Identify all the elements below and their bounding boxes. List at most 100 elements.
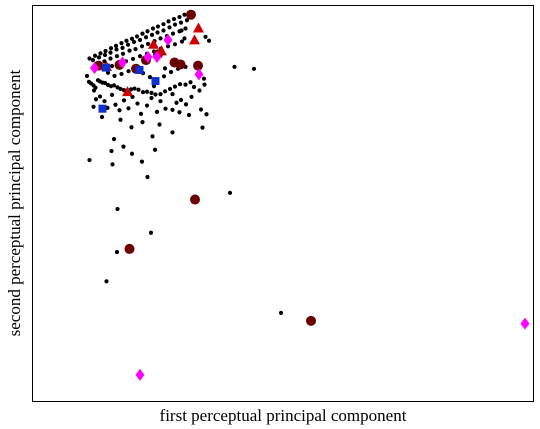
data-point-dot [97, 94, 103, 99]
data-point-dot [182, 12, 187, 17]
data-point-dot [178, 97, 184, 103]
data-point-dot [144, 103, 150, 108]
data-point-dot [96, 55, 102, 60]
data-point-dot [112, 73, 117, 79]
data-point-dot [189, 94, 194, 99]
data-point-dot [111, 137, 117, 142]
data-point-dot [114, 47, 119, 52]
data-point-dot [126, 106, 131, 111]
data-point-circle [124, 243, 135, 254]
data-point-dot [118, 86, 123, 92]
data-point-dot [91, 104, 96, 109]
data-point-dot [103, 48, 108, 54]
data-point-dot [139, 159, 145, 164]
data-point-dot [110, 162, 115, 167]
data-point-dot [172, 84, 178, 89]
data-point-dot [144, 89, 150, 94]
data-point-dot [183, 102, 189, 107]
data-point-dot [184, 18, 190, 23]
data-point-circle [186, 9, 196, 20]
data-point-diamond [143, 50, 153, 63]
data-point-dot [119, 41, 124, 46]
data-point-dot [102, 59, 107, 64]
data-point-dot [161, 28, 166, 33]
data-point-dot [161, 22, 166, 27]
data-point-dot [135, 101, 140, 106]
data-point-dot [157, 122, 162, 127]
data-point-dot [278, 310, 284, 316]
data-point-dot [152, 147, 158, 152]
data-point-dot [150, 26, 156, 31]
data-point-dot [172, 42, 178, 47]
data-point-dot [232, 64, 237, 69]
data-point-dot [143, 35, 149, 40]
data-point-dot [170, 107, 175, 112]
data-point-diamond [152, 50, 162, 63]
data-point-dot [140, 90, 146, 95]
data-point-circle [190, 194, 200, 205]
data-point-dot [118, 117, 123, 122]
data-marks [84, 9, 530, 381]
data-point-dot [151, 84, 157, 89]
data-point-dot [167, 25, 172, 30]
data-point-dot [113, 43, 119, 48]
data-point-dot [188, 80, 193, 85]
data-point-dot [102, 99, 107, 104]
data-point-dot [109, 148, 114, 154]
data-point-dot [114, 54, 120, 59]
data-point-dot [132, 86, 137, 91]
data-point-dot [114, 249, 120, 255]
data-point-dot [119, 71, 124, 77]
data-point-dot [126, 69, 131, 74]
data-point-dot [105, 70, 111, 75]
data-point-dot [149, 95, 154, 101]
data-point-dot [84, 73, 90, 79]
data-point-dot [109, 63, 115, 69]
data-point-dot [155, 24, 161, 29]
data-point-dot [206, 38, 212, 43]
data-point-dot [108, 50, 113, 55]
data-point-dot [109, 92, 115, 97]
data-point-dot [150, 134, 155, 139]
data-point-dot [170, 130, 175, 135]
data-point-circle [169, 57, 180, 68]
data-point-dot [158, 91, 163, 97]
data-point-dot [149, 90, 154, 95]
data-point-diamond [163, 33, 173, 46]
data-point-dot [170, 91, 175, 97]
data-point-square [98, 104, 107, 113]
data-point-dot [153, 92, 158, 97]
data-point-dot [113, 102, 118, 107]
data-point-dot [183, 26, 188, 31]
data-point-triangle [189, 34, 200, 45]
data-point-dot [227, 190, 233, 195]
data-point-dot [166, 19, 171, 24]
data-point-diamond [194, 68, 204, 81]
data-point-square [102, 63, 110, 72]
data-point-dot [179, 28, 184, 33]
data-point-dot [91, 88, 97, 93]
data-point-dot [120, 51, 126, 56]
data-point-dot [108, 46, 114, 51]
data-point-dot [121, 98, 127, 103]
data-point-dot [129, 151, 135, 156]
data-point-dot [145, 41, 151, 47]
x-axis-label: first perceptual principal component [160, 406, 407, 425]
data-point-dot [165, 44, 171, 49]
data-point-dot [120, 45, 125, 50]
data-point-triangle [122, 86, 133, 97]
data-point-dot [131, 39, 137, 45]
data-point-dot [102, 80, 108, 86]
data-point-diamond [135, 368, 145, 381]
data-point-dot [177, 82, 183, 87]
data-point-dot [198, 107, 204, 112]
data-point-triangle [148, 38, 159, 49]
data-point-dot [183, 82, 188, 87]
data-point-dot [136, 87, 141, 92]
data-point-dot [90, 58, 96, 63]
data-point-dot [177, 14, 182, 20]
data-point-triangle [156, 45, 167, 56]
data-point-dot [145, 174, 150, 180]
data-point-dot [129, 125, 134, 130]
